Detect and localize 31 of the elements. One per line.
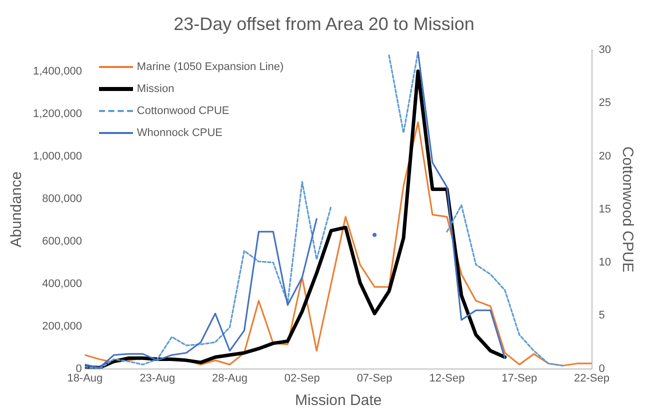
x-tick-label: 07-Sep	[356, 372, 392, 384]
x-tick-label: 12-Sep	[429, 372, 465, 384]
y-tick-label: 400,000	[42, 278, 82, 290]
x-tick-label: 23-Aug	[140, 372, 176, 384]
y2-tick-label: 30	[598, 44, 612, 56]
y2-tick-label: 15	[598, 203, 612, 216]
x-tick-label: 28-Aug	[212, 372, 248, 384]
y2-tick-label: 5	[598, 310, 605, 322]
y-axis-title: Abundance	[8, 171, 26, 248]
y-tick-label: 1,200,000	[33, 108, 82, 120]
legend-label: Marine (1050 Expansion Line)	[136, 61, 284, 73]
y-tick-label: 0	[76, 362, 82, 375]
y2-axis-title: Cottonwood CPUE	[618, 146, 636, 272]
legend-label: Mission	[136, 83, 174, 95]
y-tick-label: 1,000,000	[33, 150, 82, 162]
x-tick-label: 22-Sep	[574, 372, 610, 384]
y-tick-label: 800,000	[42, 192, 82, 205]
x-tick-label: 18-Aug	[67, 372, 103, 384]
y-tick-label: 200,000	[42, 320, 82, 332]
y2-tick-label: 20	[598, 150, 612, 162]
legend-label: Whonnock CPUE	[136, 127, 223, 139]
legend-label: Cottonwood CPUE	[136, 105, 230, 117]
y2-tick-label: 0	[598, 362, 605, 375]
x-tick-label: 02-Sep	[284, 372, 320, 384]
x-tick-label: 17-Sep	[502, 372, 538, 384]
chart-title: 23-Day offset from Area 20 to Mission	[172, 14, 476, 35]
y-tick-label: 1,400,000	[33, 65, 82, 78]
y2-tick-label: 25	[598, 97, 612, 110]
x-axis-title: Mission Date	[295, 392, 382, 410]
y2-tick-label: 10	[598, 256, 612, 269]
y-tick-label: 600,000	[42, 235, 82, 248]
